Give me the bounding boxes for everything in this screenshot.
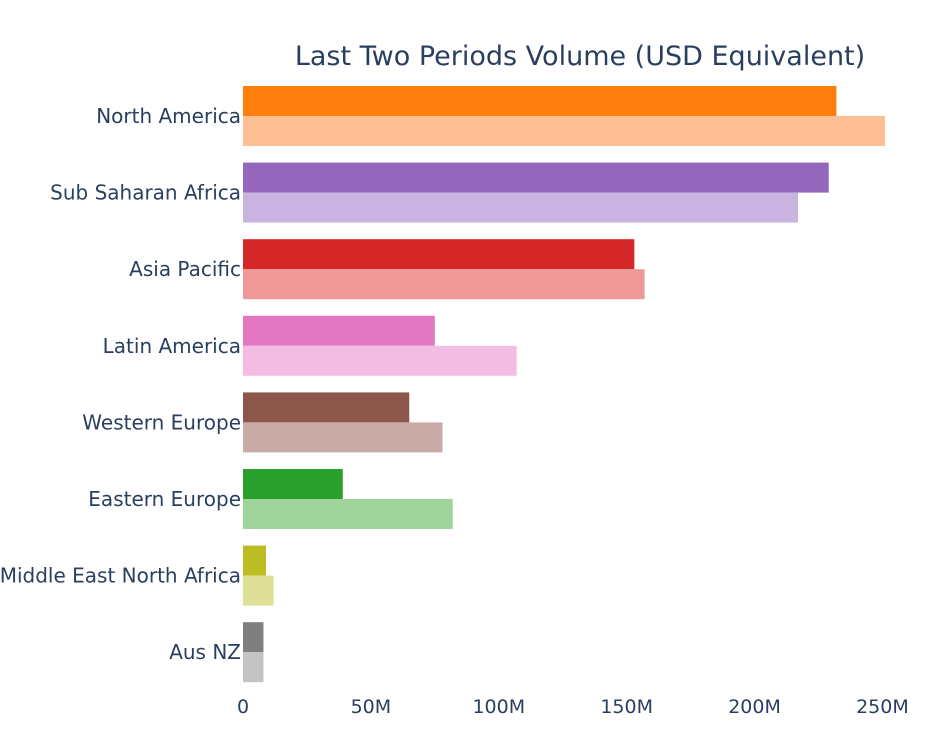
category-label: Asia Pacific [129, 257, 241, 281]
x-tick-label: 100M [472, 696, 525, 718]
bar-period-1-eastern-europe [243, 469, 343, 499]
chart-title: Last Two Periods Volume (USD Equivalent) [295, 41, 865, 72]
x-tick-label: 50M [351, 696, 392, 718]
bar-period-2-aus-nz [243, 652, 263, 682]
category-labels: North America Sub Saharan Africa Asia Paci… [0, 104, 241, 664]
bar-period-1-sub-saharan-africa [243, 163, 829, 193]
category-label: Aus NZ [169, 640, 241, 664]
bar-period-2-latin-america [243, 346, 517, 376]
bar-period-1-north-america [243, 86, 836, 116]
x-axis-ticks: 0 50M 100M 150M 200M 250M [237, 696, 909, 718]
bar-period-2-asia-pacific [243, 269, 645, 299]
bar-period-1-western-europe [243, 392, 409, 422]
category-label: North America [96, 104, 241, 128]
category-label: Sub Saharan Africa [50, 181, 241, 205]
x-tick-label: 0 [237, 696, 249, 718]
bar-period-2-north-america [243, 116, 885, 146]
bar-period-1-middle-east-north-africa [243, 546, 266, 576]
bar-period-2-western-europe [243, 422, 443, 452]
bar-period-1-aus-nz [243, 622, 263, 652]
bar-period-2-sub-saharan-africa [243, 193, 798, 223]
bar-period-2-eastern-europe [243, 499, 453, 529]
category-label: Latin America [103, 334, 241, 358]
bar-period-1-asia-pacific [243, 239, 634, 269]
bar-period-2-middle-east-north-africa [243, 576, 274, 606]
x-tick-label: 250M [856, 696, 909, 718]
bars-layer [243, 86, 885, 682]
category-label: Middle East North Africa [0, 564, 241, 588]
x-tick-label: 150M [600, 696, 653, 718]
bar-period-1-latin-america [243, 316, 435, 346]
x-tick-label: 200M [728, 696, 781, 718]
category-label: Western Europe [82, 410, 241, 434]
category-label: Eastern Europe [88, 487, 241, 511]
